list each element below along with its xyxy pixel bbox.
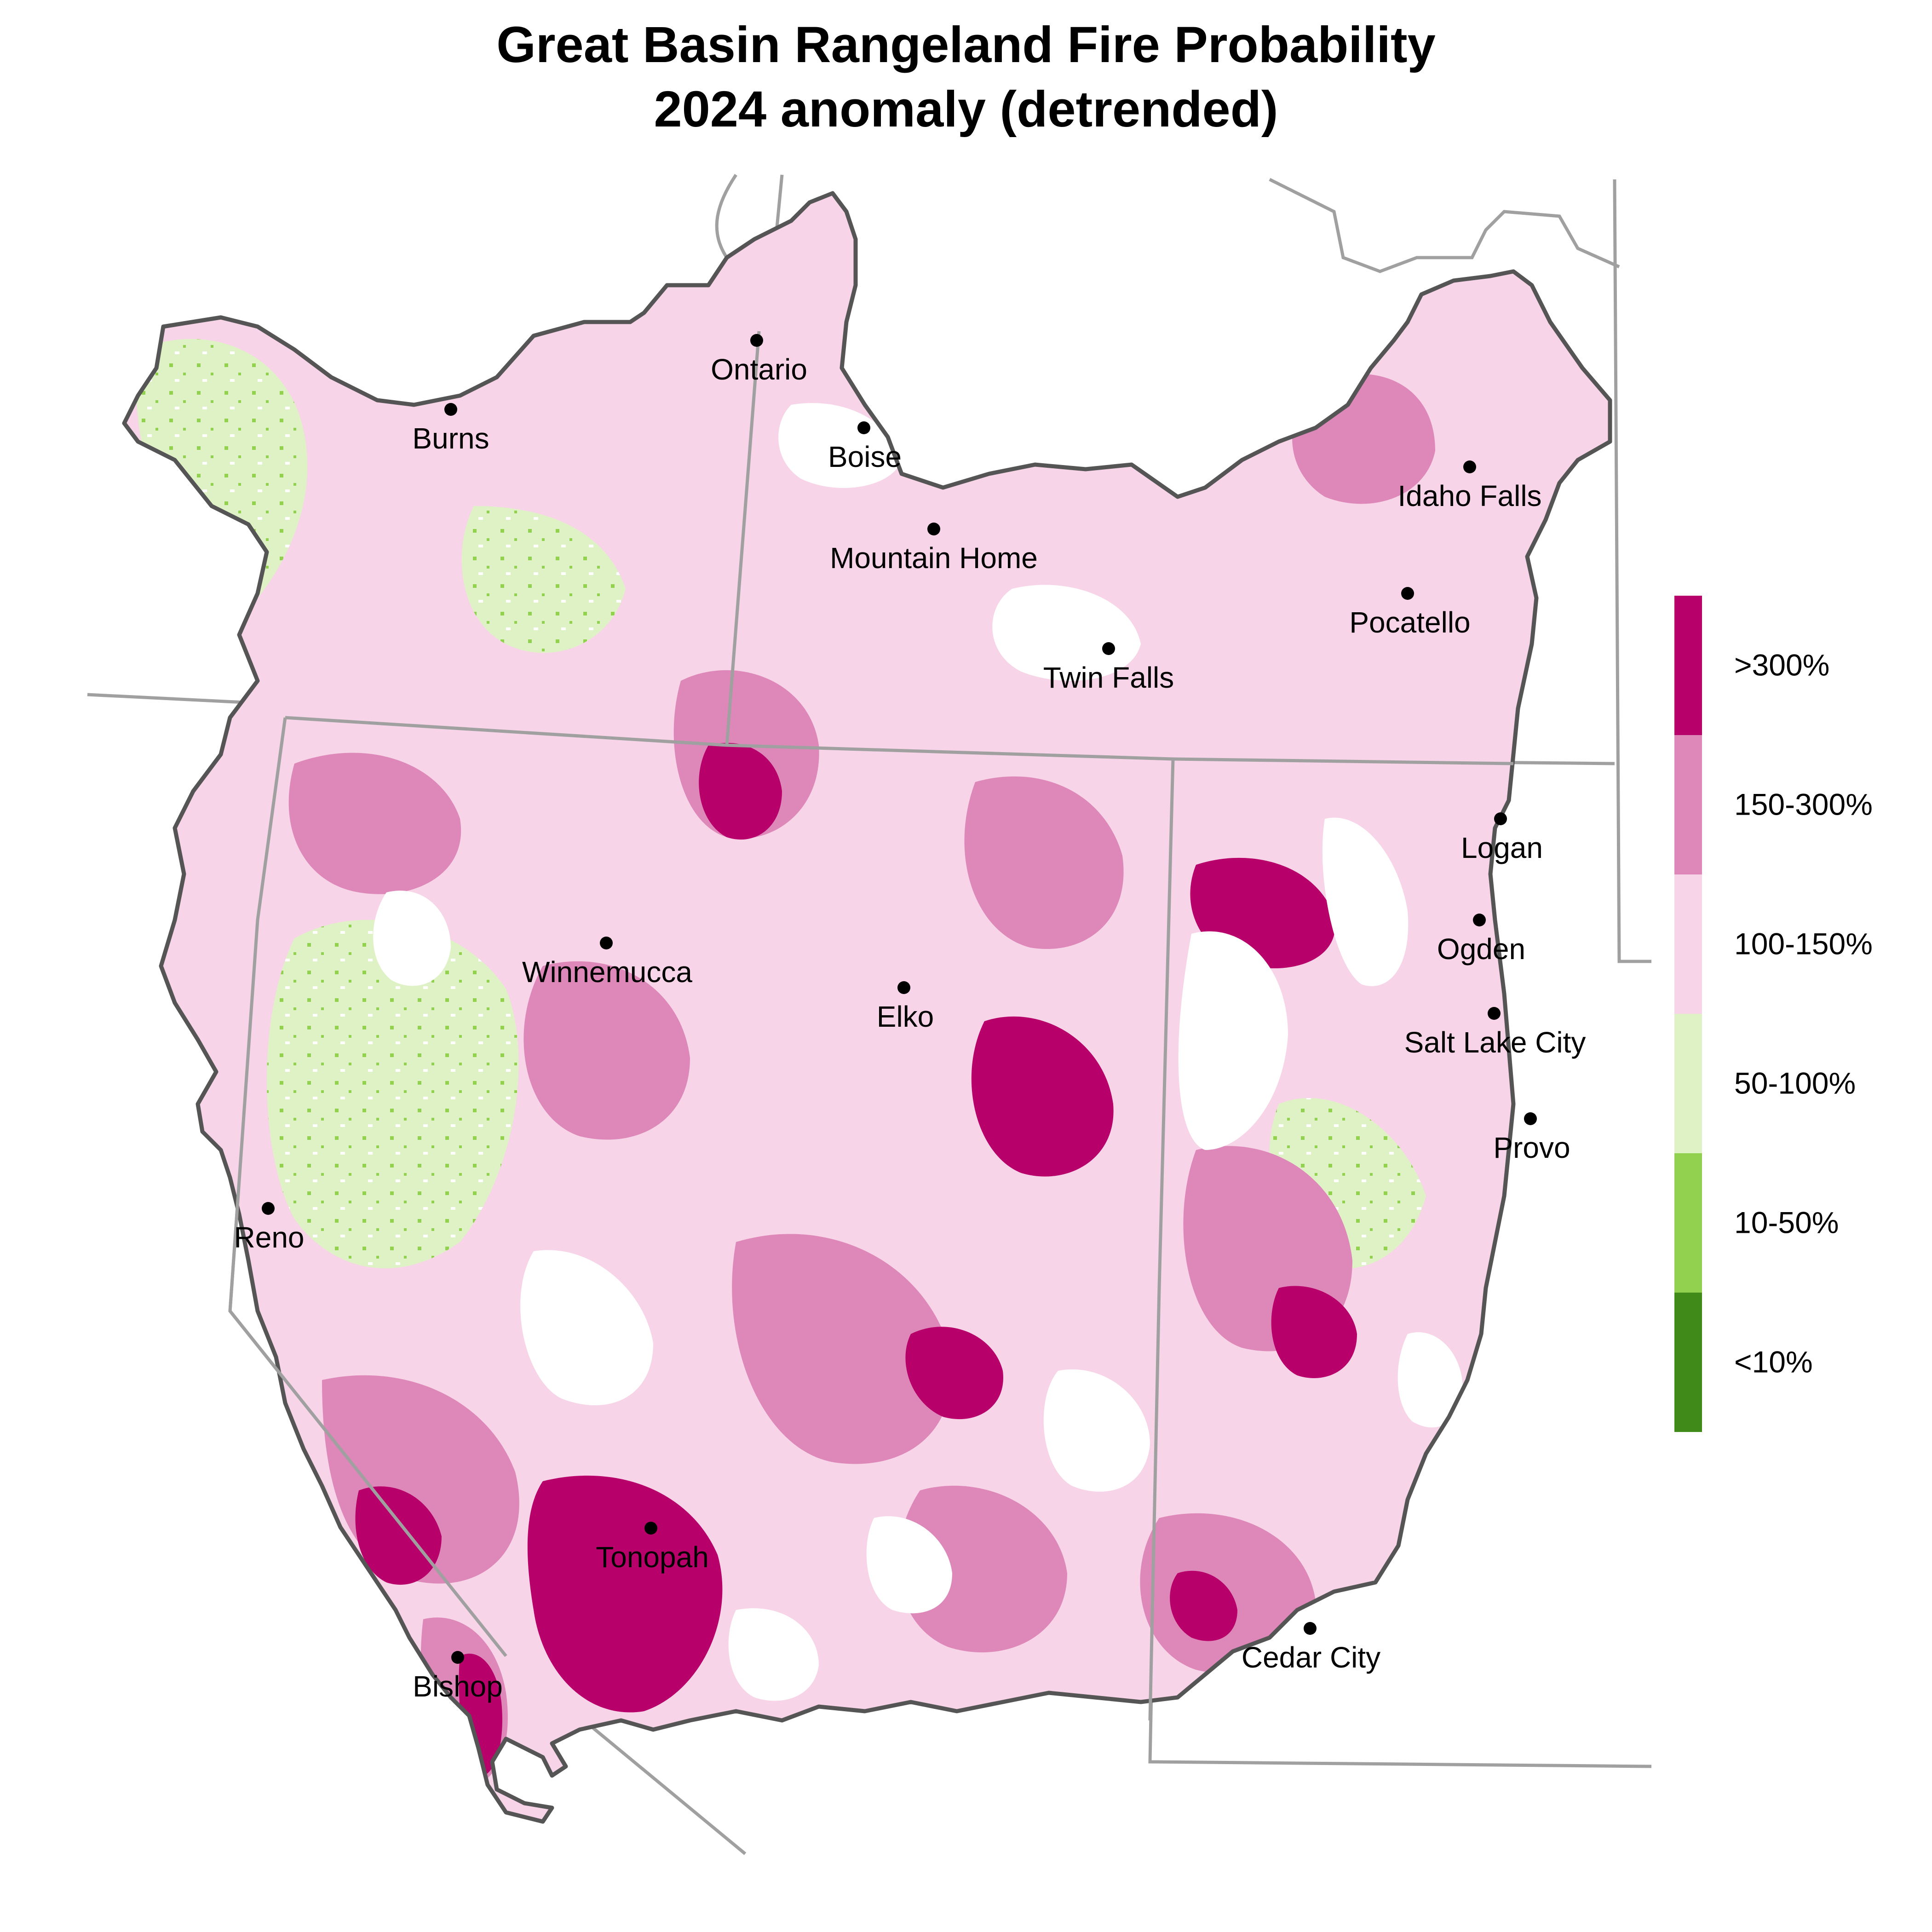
city-marker-idaho-falls — [1463, 460, 1476, 473]
legend-label-c100_150: 100-150% — [1734, 927, 1873, 961]
legend-label-c10_50: 10-50% — [1734, 1206, 1839, 1240]
city-marker-ogden — [1473, 914, 1486, 926]
raster-nodata-zones — [373, 403, 1463, 1701]
city-markers: Ontario Burns Boise Mountain Home Idaho Fall… — [234, 334, 1586, 1703]
state-boundaries-interior — [228, 331, 1514, 1721]
city-marker-salt-lake-city — [1488, 1007, 1501, 1020]
map-title-line2: 2024 anomaly (detrended) — [654, 81, 1278, 138]
city-marker-provo — [1524, 1112, 1537, 1125]
city-marker-boise — [857, 421, 870, 434]
city-label-elko: Elko — [877, 1000, 934, 1033]
city-marker-pocatello — [1401, 587, 1414, 600]
city-label-idaho-falls: Idaho Falls — [1397, 479, 1541, 512]
city-label-ontario: Ontario — [711, 353, 807, 386]
city-marker-mountain-home — [927, 523, 940, 535]
legend-swatch-c10_50 — [1674, 1153, 1702, 1293]
city-label-pocatello: Pocatello — [1349, 606, 1470, 639]
city-marker-tonopah — [644, 1522, 657, 1535]
city-label-ogden: Ogden — [1437, 932, 1525, 966]
city-marker-cedar-city — [1304, 1622, 1317, 1635]
city-label-provo: Provo — [1493, 1131, 1570, 1164]
city-marker-twin-falls — [1102, 642, 1115, 655]
city-label-logan: Logan — [1461, 831, 1543, 864]
city-marker-ontario — [750, 334, 763, 347]
great-basin-outline — [122, 191, 1612, 1824]
city-label-bishop: Bishop — [413, 1670, 503, 1703]
legend-swatch-lt10 — [1674, 1293, 1702, 1432]
state-line-id-wy-ut — [1613, 179, 1651, 963]
legend-swatch-gt300 — [1674, 596, 1702, 735]
city-label-boise: Boise — [828, 440, 902, 473]
city-label-burns: Burns — [412, 422, 489, 455]
city-label-tonopah: Tonopah — [596, 1541, 709, 1574]
legend-label-c50_100: 50-100% — [1734, 1066, 1856, 1100]
city-label-mountain-home: Mountain Home — [830, 541, 1038, 575]
city-label-reno: Reno — [234, 1221, 305, 1254]
city-label-cedar-city: Cedar City — [1242, 1641, 1380, 1674]
city-marker-reno — [262, 1202, 275, 1215]
legend-label-lt10: <10% — [1734, 1345, 1813, 1379]
city-marker-burns — [444, 403, 457, 416]
legend-swatch-c50_100 — [1674, 1014, 1702, 1153]
city-marker-winnemucca — [600, 937, 613, 949]
city-marker-elko — [897, 981, 910, 994]
city-marker-logan — [1494, 812, 1507, 825]
map-title-line1: Great Basin Rangeland Fire Probability — [496, 17, 1436, 73]
legend-swatch-c100_150 — [1674, 874, 1702, 1014]
legend-swatch-c150_300 — [1674, 735, 1702, 874]
city-marker-bishop — [451, 1651, 464, 1664]
state-line-id-mt — [1269, 178, 1620, 273]
city-label-winnemucca: Winnemucca — [522, 955, 692, 989]
city-label-salt-lake-city: Salt Lake City — [1404, 1026, 1586, 1059]
map-legend: >300% 150-300% 100-150% 50-100% 10-50% <10% — [1674, 596, 1873, 1432]
legend-label-gt300: >300% — [1734, 648, 1829, 682]
city-label-twin-falls: Twin Falls — [1043, 661, 1174, 694]
legend-label-c150_300: 150-300% — [1734, 788, 1873, 822]
